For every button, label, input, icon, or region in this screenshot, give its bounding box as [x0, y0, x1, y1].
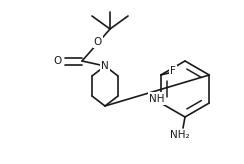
Text: O: O: [53, 56, 61, 66]
Text: O: O: [94, 37, 102, 47]
Text: NH₂: NH₂: [170, 130, 190, 140]
Text: NH: NH: [149, 93, 165, 103]
Text: N: N: [101, 61, 109, 71]
Text: F: F: [170, 66, 176, 76]
